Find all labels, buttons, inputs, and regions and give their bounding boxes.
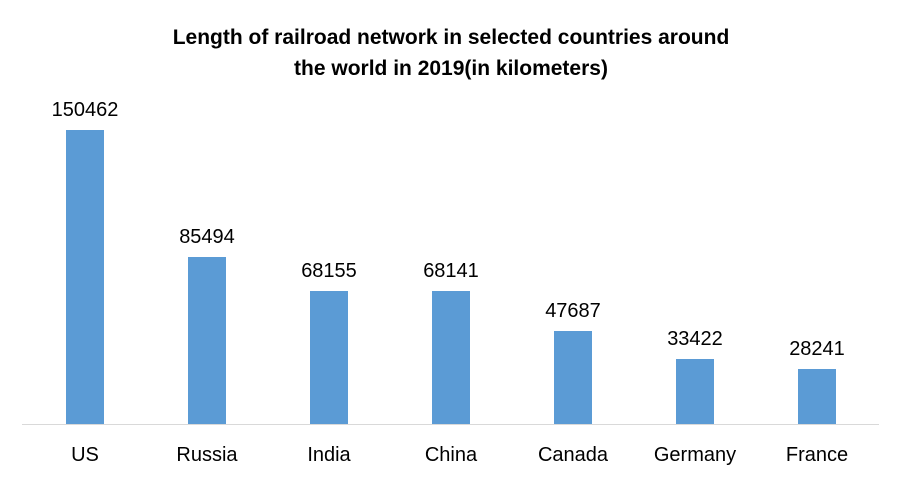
chart-title-line-1: Length of railroad network in selected c… — [172, 26, 730, 49]
bar-india — [310, 291, 348, 424]
x-axis-label-us: US — [71, 444, 99, 466]
bar-value-label-france: 28241 — [789, 338, 845, 360]
chart-title-line-2: the world in 2019(in kilometers) — [294, 57, 608, 80]
bar-russia — [188, 257, 226, 424]
x-axis-label-india: India — [307, 444, 351, 466]
x-axis-label-germany: Germany — [653, 444, 737, 466]
x-axis-label-russia: Russia — [176, 444, 238, 466]
x-axis-label-canada: Canada — [537, 444, 609, 466]
bar-value-label-russia: 85494 — [179, 226, 235, 248]
x-axis-line — [22, 424, 879, 425]
x-axis-label-china: China — [424, 444, 478, 466]
bar-value-label-india: 68155 — [301, 260, 357, 282]
bar-value-label-germany: 33422 — [667, 328, 723, 350]
x-axis-label-france: France — [785, 444, 849, 466]
bar-germany — [676, 359, 714, 424]
bar-value-label-us: 150462 — [51, 99, 119, 121]
bar-value-label-canada: 47687 — [545, 300, 601, 322]
bar-france — [798, 369, 836, 424]
bar-us — [66, 130, 104, 424]
bar-value-label-china: 68141 — [423, 260, 479, 282]
bar-canada — [554, 331, 592, 424]
chart-title: Length of railroad network in selected c… — [0, 22, 902, 84]
bar-china — [432, 291, 470, 424]
